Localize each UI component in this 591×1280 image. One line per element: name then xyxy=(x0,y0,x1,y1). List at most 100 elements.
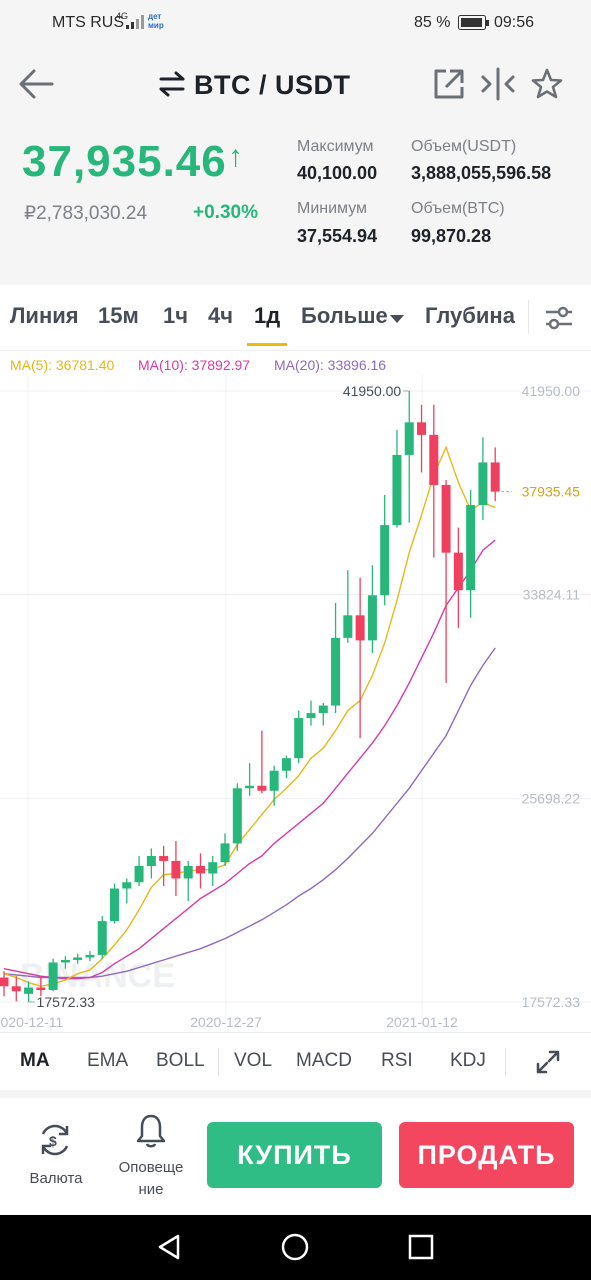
indicator-kdj[interactable]: KDJ xyxy=(450,1050,486,1071)
sell-button[interactable]: ПРОДАТЬ xyxy=(399,1122,574,1188)
tab-depth[interactable]: Глубина xyxy=(425,303,515,328)
candle-body xyxy=(195,865,205,874)
high-label: Максимум xyxy=(297,138,374,155)
tab-more[interactable]: Больше xyxy=(301,303,388,328)
trading-pair-title[interactable]: BTC / USDT xyxy=(194,70,351,100)
candle-body xyxy=(429,434,439,485)
store-icon: дет мир xyxy=(148,12,168,32)
last-price: 37,935.46 xyxy=(22,137,227,186)
last-price-label: 37935.45 xyxy=(522,484,581,500)
candle-body xyxy=(331,637,341,706)
tab-1h[interactable]: 1ч xyxy=(163,303,189,328)
price-change-percent: +0.30% xyxy=(193,202,258,223)
candle-body xyxy=(318,705,328,714)
candlestick-chart[interactable]: BINANCE 41950.0033824.1125698.2217572.33… xyxy=(0,375,591,1035)
candle-body xyxy=(24,987,34,994)
candle-body xyxy=(85,954,95,958)
chart-labels: 41950.00 33824.11 25698.22 17572.33 37935.45… xyxy=(0,383,580,1030)
indicator-boll[interactable]: BOLL xyxy=(156,1050,205,1071)
indicator-rsi[interactable]: RSI xyxy=(381,1050,413,1071)
nav-back-icon[interactable] xyxy=(156,1233,182,1266)
candle-body xyxy=(269,770,279,791)
clock: 09:56 xyxy=(494,14,535,31)
nav-home-icon[interactable] xyxy=(281,1233,309,1266)
candle-body xyxy=(48,962,58,991)
store-icon-text-bottom: мир xyxy=(148,21,164,30)
system-navigation-bar xyxy=(0,1215,591,1280)
external-link-icon[interactable] xyxy=(432,67,466,106)
tab-4h[interactable]: 4ч xyxy=(208,303,234,328)
price-up-arrow: ↑ xyxy=(228,140,243,173)
x-tick-label: 2020-12-11 xyxy=(0,1014,63,1030)
signal-icon xyxy=(126,14,144,35)
candle-body xyxy=(146,855,156,866)
indicator-vol[interactable]: VOL xyxy=(234,1050,273,1071)
volume-usdt-label: Объем(USDT) xyxy=(411,138,517,155)
chart-settings-icon[interactable] xyxy=(544,305,574,336)
compare-icon[interactable] xyxy=(480,67,516,106)
indicator-divider xyxy=(218,1048,219,1076)
ma5-line xyxy=(3,445,496,988)
candle-body xyxy=(60,959,70,963)
y-tick-label: 41950.00 xyxy=(522,383,581,399)
volume-usdt-value: 3,888,055,596.58 xyxy=(411,163,552,183)
candle-body xyxy=(245,785,255,789)
ma5-legend: MA(5): 36781.40 xyxy=(10,357,115,373)
candle-body xyxy=(478,462,488,506)
volume-btc-label: Объем(BTC) xyxy=(411,200,505,217)
ma10-legend: MA(10): 37892.97 xyxy=(138,357,251,373)
chevron-down-icon xyxy=(390,312,404,330)
candle-body xyxy=(306,713,316,719)
indicator-ema[interactable]: EMA xyxy=(87,1050,129,1071)
min-price-label: 17572.33 xyxy=(37,994,96,1010)
indicator-macd[interactable]: MACD xyxy=(296,1050,352,1071)
alerts-label-line2[interactable]: ние xyxy=(138,1181,164,1198)
indicator-divider-2 xyxy=(505,1048,506,1076)
ma10-polyline xyxy=(3,539,496,980)
chart-card xyxy=(0,285,591,1095)
candle-body xyxy=(490,462,500,492)
swap-arrows-icon[interactable] xyxy=(158,71,186,102)
price-in-rub: ₽2,783,030.24 xyxy=(24,203,148,224)
currency-exchange-icon[interactable]: $ xyxy=(37,1122,73,1163)
indicator-ma[interactable]: MA xyxy=(20,1050,50,1071)
candle-body xyxy=(122,882,132,889)
alerts-label-line1[interactable]: Оповеще xyxy=(118,1159,184,1176)
bell-icon[interactable] xyxy=(134,1112,168,1155)
candle-body xyxy=(281,758,291,771)
candle-body xyxy=(97,921,107,955)
candle-body xyxy=(380,525,390,596)
candle-body xyxy=(208,862,218,874)
nav-recents-icon[interactable] xyxy=(408,1234,434,1265)
candle-body xyxy=(171,860,181,879)
candles xyxy=(0,391,500,1003)
candle-body xyxy=(453,552,463,591)
candle-body xyxy=(11,986,21,992)
ma20-legend: MA(20): 33896.16 xyxy=(274,357,387,373)
tab-1d[interactable]: 1д xyxy=(254,303,281,328)
buy-button[interactable]: КУПИТЬ xyxy=(207,1122,382,1188)
candle-body xyxy=(343,615,353,638)
tabs-bottom-border xyxy=(0,350,591,351)
tab-line[interactable]: Линия xyxy=(10,303,79,328)
currency-label[interactable]: Валюта xyxy=(29,1170,83,1187)
candle-body xyxy=(466,505,476,591)
tab-divider xyxy=(528,300,529,334)
x-tick-label: 2021-01-12 xyxy=(386,1014,458,1030)
low-value: 37,554.94 xyxy=(297,226,378,246)
ma10-line xyxy=(3,539,496,980)
candle-body xyxy=(257,785,267,791)
candle-body xyxy=(183,865,193,879)
y-tick-label: 17572.33 xyxy=(522,994,581,1010)
favorite-star-icon[interactable] xyxy=(530,67,564,106)
fullscreen-icon[interactable] xyxy=(535,1049,561,1080)
back-arrow-icon[interactable] xyxy=(18,67,54,106)
svg-text:$: $ xyxy=(49,1133,57,1149)
chart-grid xyxy=(0,375,591,1025)
y-tick-label: 33824.11 xyxy=(523,587,581,603)
tab-15m[interactable]: 15м xyxy=(98,303,139,328)
candle-body xyxy=(404,422,414,455)
candle-body xyxy=(0,977,9,987)
candle-body xyxy=(73,957,83,960)
battery-icon xyxy=(458,15,490,36)
